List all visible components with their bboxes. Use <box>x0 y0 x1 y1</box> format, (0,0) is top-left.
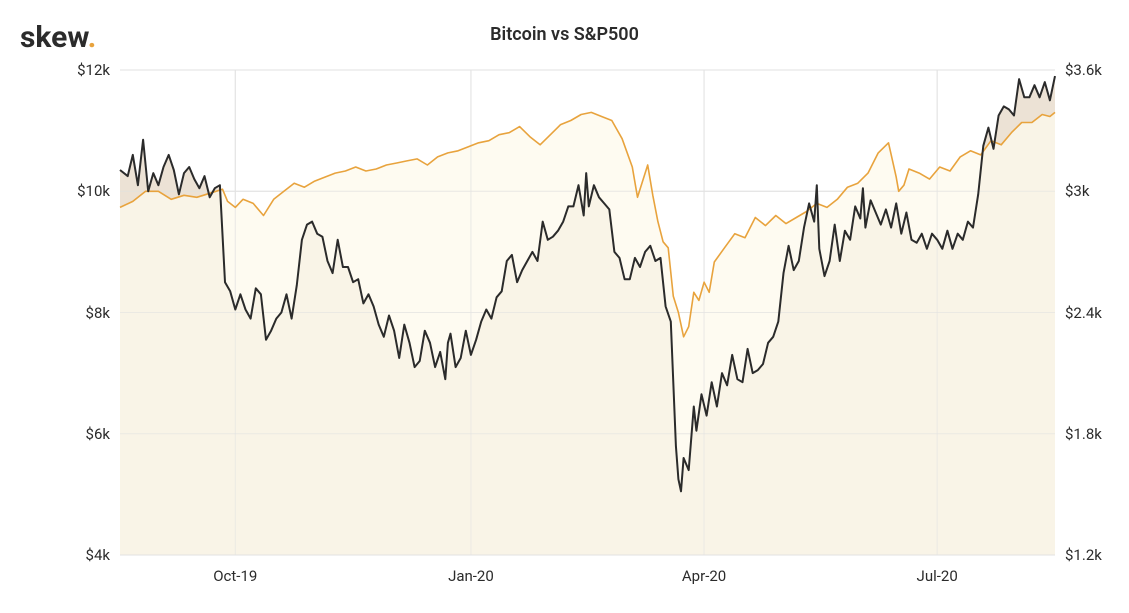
y-left-label: $10k <box>77 182 110 200</box>
y-left-label: $4k <box>86 546 110 564</box>
chart-plot <box>0 0 1129 613</box>
y-right-label: $3.6k <box>1065 61 1102 79</box>
y-left-label: $6k <box>86 425 110 443</box>
y-left-label: $8k <box>86 304 110 322</box>
y-right-label: $2.4k <box>1065 304 1102 322</box>
y-right-label: $1.8k <box>1065 425 1102 443</box>
y-right-label: $3k <box>1065 182 1089 200</box>
y-left-label: $12k <box>77 61 110 79</box>
chart-container: skew. Bitcoin vs S&P500 $4k$6k$8k$10k$12… <box>0 0 1129 613</box>
y-right-label: $1.2k <box>1065 546 1102 564</box>
x-label: Apr-20 <box>682 567 726 585</box>
x-label: Jul-20 <box>917 567 958 585</box>
x-label: Oct-19 <box>213 567 257 585</box>
x-label: Jan-20 <box>448 567 494 585</box>
